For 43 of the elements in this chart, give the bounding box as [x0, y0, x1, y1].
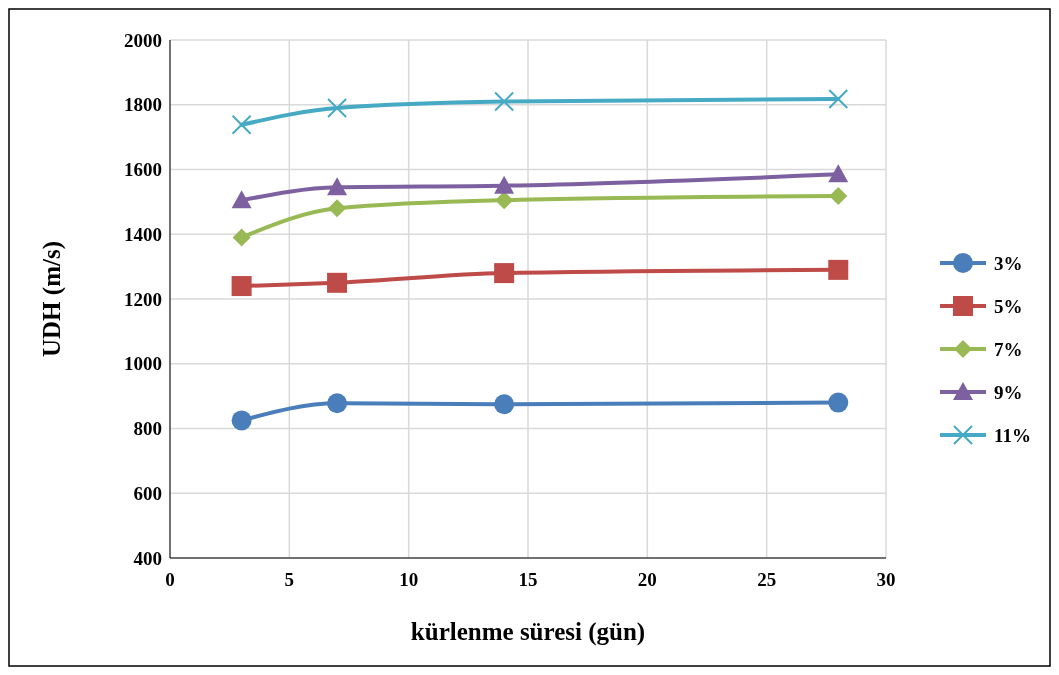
- x-tick-label: 30: [876, 569, 896, 590]
- x-tick-label: 5: [284, 569, 295, 590]
- point: [231, 410, 252, 431]
- point: [828, 164, 849, 183]
- y-tick-label: 400: [133, 547, 162, 569]
- legend-label: 3%: [994, 252, 1023, 274]
- point: [327, 177, 348, 196]
- y-tick-label: 600: [133, 482, 162, 504]
- x-tick-label: 25: [757, 569, 777, 590]
- point: [494, 175, 515, 194]
- x-tick-label: 15: [518, 569, 538, 590]
- legend-label: 11%: [994, 424, 1031, 446]
- y-tick-label: 1200: [124, 288, 162, 310]
- y-tick-label: 1600: [124, 159, 162, 181]
- point: [829, 187, 848, 206]
- y-axis-title: UDH (m/s): [38, 241, 66, 357]
- point: [494, 394, 515, 415]
- x-axis-title: kürlenme süresi (gün): [410, 618, 646, 646]
- x-tick-label: 10: [399, 569, 419, 590]
- point: [494, 263, 515, 284]
- point: [231, 276, 252, 297]
- point: [231, 114, 252, 135]
- point: [327, 97, 348, 118]
- point: [495, 191, 514, 210]
- x-tick-label: 20: [637, 569, 657, 590]
- point: [328, 199, 347, 218]
- point: [828, 88, 849, 109]
- point: [231, 190, 252, 209]
- legend-label: 5%: [994, 295, 1023, 317]
- y-tick-label: 1800: [124, 94, 162, 116]
- point: [828, 259, 849, 280]
- y-tick-label: 1000: [124, 353, 162, 375]
- y-tick-label: 800: [133, 418, 162, 440]
- y-tick-label: 1400: [124, 223, 162, 245]
- point: [828, 392, 849, 413]
- y-tick-label: 2000: [124, 29, 162, 51]
- point: [232, 228, 251, 247]
- x-tick-label: 0: [165, 569, 175, 590]
- point: [327, 272, 348, 293]
- point: [494, 91, 515, 112]
- legend-label: 9%: [994, 381, 1023, 403]
- legend-label: 7%: [994, 338, 1023, 360]
- point: [327, 393, 348, 414]
